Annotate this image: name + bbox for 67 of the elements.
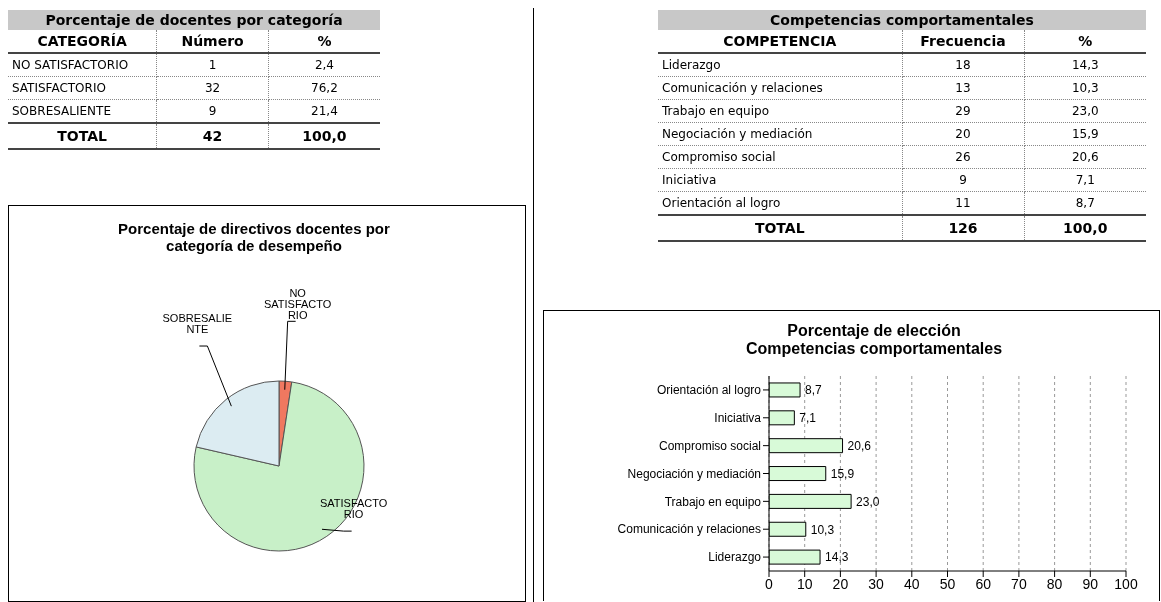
data-label: 14,3 <box>825 550 849 565</box>
text: 9 <box>156 99 269 123</box>
data-label: 20,6 <box>847 438 872 453</box>
text: 15,9 <box>1024 122 1146 146</box>
slice-label: SATISFACTO RIO <box>319 497 388 521</box>
x-tick-label: 100 <box>1114 575 1138 592</box>
text: Porcentaje de docentes por categoría <box>8 10 380 30</box>
text: NO SATISFACTORIO <box>8 53 157 77</box>
text: 32 <box>156 76 269 100</box>
y-tick-label: Trabajo en equipo <box>664 494 762 509</box>
text: 2,4 <box>268 53 380 77</box>
data-label: 23,0 <box>856 494 880 509</box>
slice-label: SOBRESALIE NTE <box>162 312 233 336</box>
text: 21,4 <box>268 99 380 123</box>
x-tick-label: 70 <box>1011 575 1027 592</box>
category-label: Número <box>156 30 269 53</box>
x-tick-label: 60 <box>975 575 992 592</box>
text: 7,1 <box>1024 168 1146 192</box>
y-tick-label: Iniciativa <box>714 411 762 426</box>
text: 8,7 <box>1024 191 1146 215</box>
text: 29 <box>902 99 1024 123</box>
y-tick-label: Compromiso social <box>658 438 761 453</box>
category-label: % <box>268 30 380 53</box>
text: 42 <box>156 123 269 149</box>
text: 10,3 <box>1024 76 1146 100</box>
data-label: 7,1 <box>799 411 817 426</box>
y-tick-label: Orientación al logro <box>656 383 762 398</box>
x-tick-label: 20 <box>832 575 849 592</box>
text: 11 <box>902 191 1024 215</box>
category-label: COMPETENCIA <box>658 30 902 53</box>
x-tick-label: 30 <box>868 575 885 592</box>
data-label: 15,9 <box>830 466 855 481</box>
text: 23,0 <box>1024 99 1146 123</box>
text: 126 <box>902 215 1024 241</box>
data-label: 10,3 <box>810 522 835 537</box>
text: 100,0 <box>268 123 380 149</box>
text: 18 <box>902 53 1024 77</box>
x-tick-label: 10 <box>796 575 813 592</box>
text: 26 <box>902 145 1024 169</box>
x-tick-label: 80 <box>1046 575 1063 592</box>
text: SOBRESALIENTE <box>8 99 157 123</box>
chart-title: Porcentaje de directivos docentes por categoría de desempeño <box>118 220 391 254</box>
text: SATISFACTORIO <box>8 76 157 100</box>
x-tick-label: 90 <box>1082 575 1099 592</box>
y-tick-label: Comunicación y relaciones <box>617 522 761 537</box>
y-tick-label: Liderazgo <box>708 550 762 565</box>
category-label: % <box>1024 30 1146 53</box>
y-tick-label: Negociación y mediación <box>627 466 761 481</box>
text: 1 <box>156 53 269 77</box>
x-tick-label: 40 <box>904 575 920 592</box>
category-label: CATEGORÍA <box>8 30 157 53</box>
text: 14,3 <box>1024 53 1146 77</box>
text: Competencias comportamentales <box>658 10 1146 30</box>
text: 76,2 <box>268 76 380 100</box>
category-label: Frecuencia <box>902 30 1024 53</box>
slice-label: NO SATISFACTO RIO <box>263 287 332 322</box>
text: TOTAL <box>658 215 902 241</box>
text: 13 <box>902 76 1024 100</box>
text: 100,0 <box>1024 215 1146 241</box>
x-tick-label: 50 <box>939 575 956 592</box>
text: 20,6 <box>1024 145 1146 169</box>
text: 9 <box>902 168 1024 192</box>
x-tick-label: 0 <box>765 575 774 592</box>
text: 20 <box>902 122 1024 146</box>
text: TOTAL <box>8 123 157 149</box>
chart-title: Porcentaje de elección Competencias comportamentales <box>745 322 1003 357</box>
data-label: 8,7 <box>805 383 823 398</box>
